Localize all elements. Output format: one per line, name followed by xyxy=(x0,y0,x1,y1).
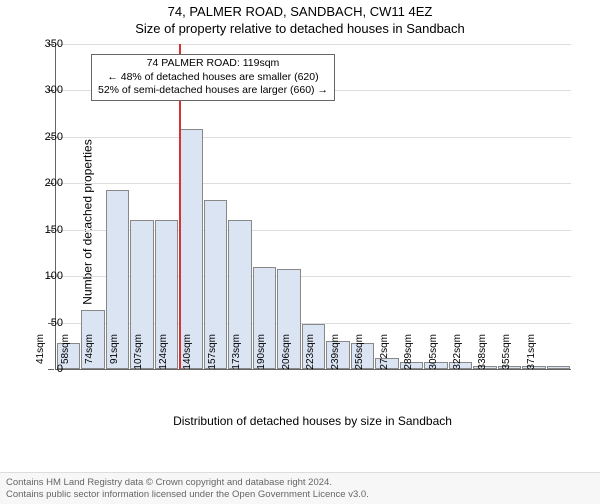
x-tick-label: 173sqm xyxy=(231,334,242,374)
plot-area: 74 PALMER ROAD: 119sqm← 48% of detached … xyxy=(55,44,571,370)
grid-line xyxy=(56,44,571,45)
y-tick-label: 100 xyxy=(33,270,63,282)
x-tick-label: 239sqm xyxy=(330,334,341,374)
x-tick-label: 58sqm xyxy=(60,334,71,374)
x-tick-label: 355sqm xyxy=(501,334,512,374)
histogram-bar xyxy=(547,366,571,369)
y-tick-label: 300 xyxy=(33,84,63,96)
y-tick-label: 200 xyxy=(33,177,63,189)
x-tick-label: 107sqm xyxy=(133,334,144,374)
footer-attribution: Contains HM Land Registry data © Crown c… xyxy=(0,472,600,504)
y-tick-label: 50 xyxy=(33,317,63,329)
x-tick-label: 272sqm xyxy=(379,334,390,374)
x-tick-label: 223sqm xyxy=(305,334,316,374)
x-tick-label: 322sqm xyxy=(452,334,463,374)
x-tick-label: 140sqm xyxy=(182,334,193,374)
x-tick-label: 338sqm xyxy=(477,334,488,374)
x-tick-label: 256sqm xyxy=(354,334,365,374)
grid-line xyxy=(56,137,571,138)
x-tick-label: 371sqm xyxy=(526,334,537,374)
histogram-chart: Number of detached properties 74 PALMER … xyxy=(55,44,585,399)
y-tick-label: 250 xyxy=(33,131,63,143)
x-tick-label: 190sqm xyxy=(256,334,267,374)
callout-line: ← 48% of detached houses are smaller (62… xyxy=(98,71,328,85)
x-tick-label: 41sqm xyxy=(35,334,46,374)
x-axis-label: Distribution of detached houses by size … xyxy=(55,414,570,428)
y-tick-label: 150 xyxy=(33,224,63,236)
callout-line: 52% of semi-detached houses are larger (… xyxy=(98,84,328,98)
y-tick-label: 350 xyxy=(33,38,63,50)
x-tick-label: 289sqm xyxy=(403,334,414,374)
x-tick-label: 91sqm xyxy=(109,334,120,374)
x-tick-label: 305sqm xyxy=(428,334,439,374)
footer-line-1: Contains HM Land Registry data © Crown c… xyxy=(6,477,594,488)
x-tick-label: 124sqm xyxy=(158,334,169,374)
chart-title-main: 74, PALMER ROAD, SANDBACH, CW11 4EZ xyxy=(0,4,600,19)
chart-title-sub: Size of property relative to detached ho… xyxy=(0,21,600,36)
x-tick-label: 206sqm xyxy=(281,334,292,374)
x-tick-label: 74sqm xyxy=(84,334,95,374)
x-tick-label: 157sqm xyxy=(207,334,218,374)
callout-box: 74 PALMER ROAD: 119sqm← 48% of detached … xyxy=(91,54,335,101)
callout-line: 74 PALMER ROAD: 119sqm xyxy=(98,57,328,71)
grid-line xyxy=(56,183,571,184)
footer-line-2: Contains public sector information licen… xyxy=(6,489,594,500)
